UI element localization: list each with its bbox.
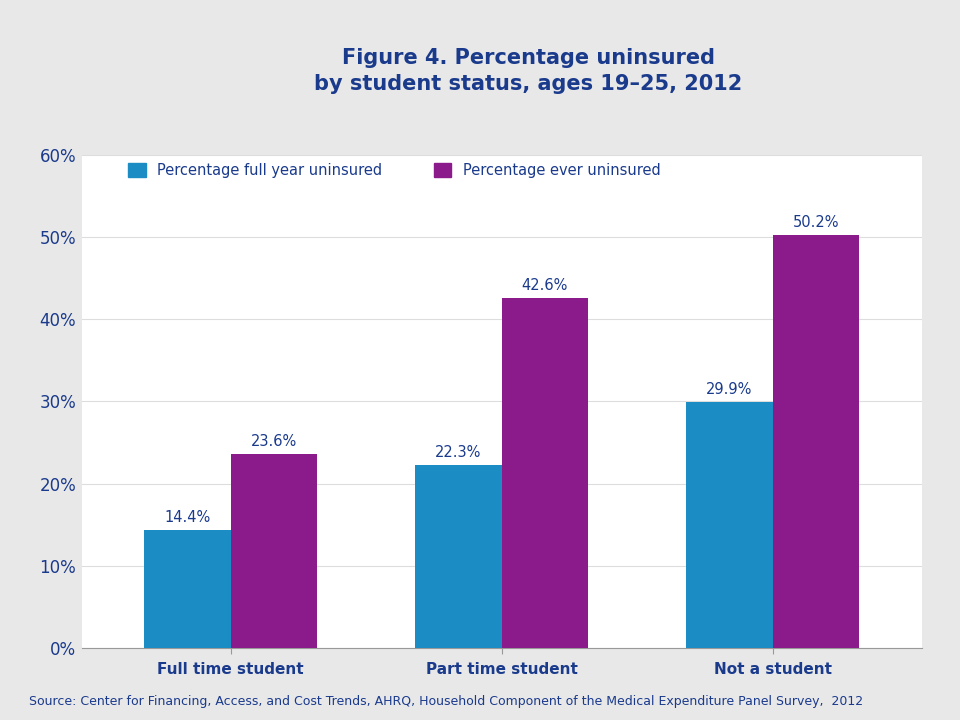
Text: 50.2%: 50.2%	[793, 215, 839, 230]
Bar	[501, 298, 588, 648]
Bar	[773, 235, 859, 648]
Text: Source: Center for Financing, Access, and Cost Trends, AHRQ, Household Component: Source: Center for Financing, Access, an…	[29, 696, 863, 708]
Bar	[144, 530, 230, 648]
Text: 42.6%: 42.6%	[522, 278, 568, 293]
Bar	[230, 454, 318, 648]
Text: 23.6%: 23.6%	[251, 434, 297, 449]
Text: 29.9%: 29.9%	[706, 382, 753, 397]
Bar	[685, 402, 773, 648]
Text: 14.4%: 14.4%	[164, 510, 210, 525]
Text: 22.3%: 22.3%	[435, 445, 481, 460]
Text: Figure 4. Percentage uninsured
by student status, ages 19–25, 2012: Figure 4. Percentage uninsured by studen…	[314, 48, 742, 94]
Bar	[415, 464, 501, 648]
Legend: Percentage full year uninsured, Percentage ever uninsured: Percentage full year uninsured, Percenta…	[123, 157, 666, 184]
